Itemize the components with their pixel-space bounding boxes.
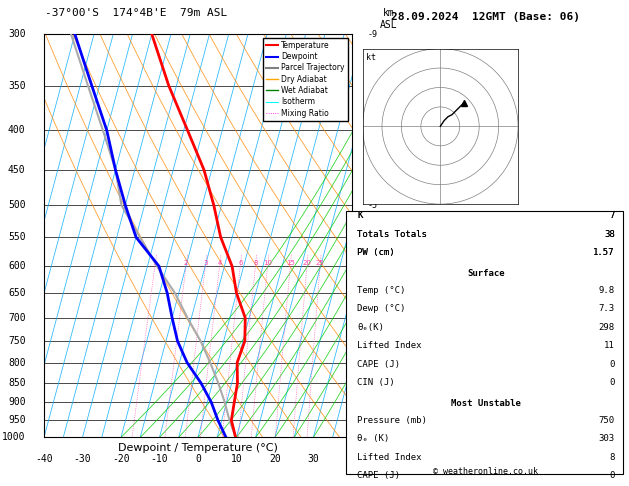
Text: -5: -5 [367, 201, 377, 209]
Text: Lifted Index: Lifted Index [357, 341, 421, 350]
Text: 20: 20 [269, 453, 281, 464]
X-axis label: Dewpoint / Temperature (°C): Dewpoint / Temperature (°C) [118, 443, 278, 453]
Text: 700: 700 [8, 313, 26, 323]
Text: 0: 0 [610, 471, 615, 480]
Text: 850: 850 [8, 378, 26, 388]
FancyBboxPatch shape [346, 211, 623, 474]
Text: 900: 900 [8, 397, 26, 407]
Text: 550: 550 [8, 232, 26, 242]
Text: -30: -30 [74, 453, 91, 464]
Text: 1.57: 1.57 [593, 248, 615, 258]
Text: -40: -40 [35, 453, 53, 464]
Text: 950: 950 [8, 415, 26, 425]
Text: 1000: 1000 [2, 433, 26, 442]
Text: 8: 8 [610, 452, 615, 462]
Text: 350: 350 [8, 81, 26, 91]
Text: 0: 0 [610, 378, 615, 387]
Text: PW (cm): PW (cm) [357, 248, 395, 258]
Text: -7: -7 [367, 126, 377, 135]
Text: 25: 25 [316, 260, 325, 266]
Text: 1: 1 [153, 260, 157, 266]
Text: -6: -6 [367, 165, 377, 174]
Text: 750: 750 [8, 336, 26, 346]
Text: 30: 30 [308, 453, 320, 464]
Text: 9.8: 9.8 [599, 286, 615, 295]
Text: 40: 40 [346, 453, 358, 464]
Text: Surface: Surface [467, 269, 504, 278]
Text: 303: 303 [599, 434, 615, 443]
Legend: Temperature, Dewpoint, Parcel Trajectory, Dry Adiabat, Wet Adiabat, Isotherm, Mi: Temperature, Dewpoint, Parcel Trajectory… [263, 38, 348, 121]
Text: 7.3: 7.3 [599, 304, 615, 313]
Text: 298: 298 [599, 323, 615, 332]
Text: Totals Totals: Totals Totals [357, 230, 427, 239]
Text: -3: -3 [367, 313, 377, 322]
Text: CAPE (J): CAPE (J) [357, 471, 400, 480]
Text: PW (cm): PW (cm) [357, 248, 395, 258]
Text: -10: -10 [151, 453, 169, 464]
Text: -1: -1 [367, 398, 377, 407]
Text: LCL: LCL [355, 420, 370, 429]
Text: -8: -8 [367, 81, 377, 90]
Text: 10: 10 [231, 453, 242, 464]
Text: CIN (J): CIN (J) [357, 378, 395, 387]
Text: K: K [357, 211, 362, 221]
Text: 1.57: 1.57 [593, 248, 615, 258]
Text: θₑ (K): θₑ (K) [357, 434, 389, 443]
Text: 3: 3 [203, 260, 208, 266]
Text: kt: kt [365, 53, 376, 62]
Text: 450: 450 [8, 165, 26, 175]
Text: Pressure (mb): Pressure (mb) [357, 416, 427, 425]
Text: 38: 38 [604, 230, 615, 239]
Text: -2: -2 [367, 358, 377, 367]
Text: K: K [357, 211, 362, 221]
Text: 20: 20 [303, 260, 311, 266]
Text: km
ASL: km ASL [380, 8, 398, 30]
Text: Dewp (°C): Dewp (°C) [357, 304, 406, 313]
Text: 15: 15 [286, 260, 295, 266]
Text: Totals Totals: Totals Totals [357, 230, 427, 239]
Text: 6: 6 [238, 260, 243, 266]
Text: 600: 600 [8, 261, 26, 271]
Text: Lifted Index: Lifted Index [357, 452, 421, 462]
Text: 0: 0 [195, 453, 201, 464]
Text: 500: 500 [8, 200, 26, 210]
Text: Temp (°C): Temp (°C) [357, 286, 406, 295]
Text: 38: 38 [604, 230, 615, 239]
Text: -9: -9 [367, 30, 377, 38]
Text: Most Unstable: Most Unstable [451, 399, 521, 408]
Text: hPa: hPa [44, 0, 62, 2]
Text: CAPE (J): CAPE (J) [357, 360, 400, 369]
Text: -20: -20 [112, 453, 130, 464]
Text: 11: 11 [604, 341, 615, 350]
Text: 7: 7 [610, 211, 615, 221]
Text: 0: 0 [610, 360, 615, 369]
Text: 800: 800 [8, 358, 26, 367]
Text: 2: 2 [184, 260, 188, 266]
Text: 8: 8 [253, 260, 258, 266]
Text: 4: 4 [218, 260, 222, 266]
Text: 10: 10 [263, 260, 272, 266]
Text: 400: 400 [8, 125, 26, 136]
Text: 28.09.2024  12GMT (Base: 06): 28.09.2024 12GMT (Base: 06) [391, 12, 581, 22]
Text: © weatheronline.co.uk: © weatheronline.co.uk [433, 467, 538, 476]
Text: -37°00'S  174°4B'E  79m ASL: -37°00'S 174°4B'E 79m ASL [45, 8, 228, 18]
Text: 650: 650 [8, 288, 26, 298]
Text: -4: -4 [367, 262, 377, 271]
Text: θₑ(K): θₑ(K) [357, 323, 384, 332]
Text: 300: 300 [8, 29, 26, 39]
Text: 750: 750 [599, 416, 615, 425]
Text: 7: 7 [610, 211, 615, 221]
